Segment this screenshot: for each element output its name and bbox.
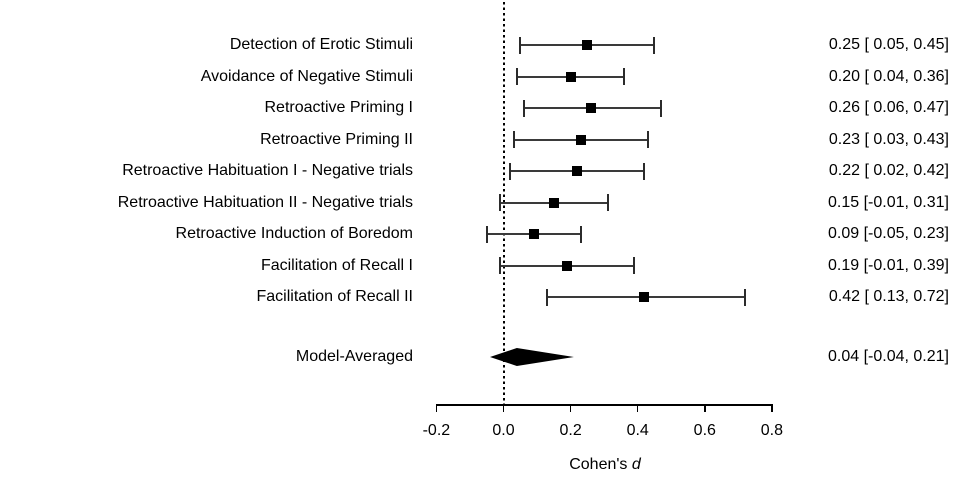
study-label: Facilitation of Recall I [260,256,413,274]
estimate-annotation: 0.26 [ 0.06, 0.47] [828,99,949,116]
x-axis-tick-label: 0.0 [492,422,515,439]
study-label: Facilitation of Recall II [256,288,413,305]
point-estimate-marker [575,134,586,145]
point-estimate-marker [572,166,583,176]
ci-cap-left [485,225,488,243]
zero-reference-line [503,2,505,405]
estimate-annotation: 0.15 [-0.01, 0.31] [828,193,949,211]
x-axis-tick [704,405,706,412]
point-estimate-marker [528,229,539,239]
ci-cap-left [546,288,549,306]
study-label: Retroactive Priming I [264,99,414,116]
summary-diamond [490,347,574,366]
estimate-annotation: 0.20 [ 0.04, 0.36] [828,67,949,85]
point-estimate-marker [582,40,593,50]
ci-cap-right [646,131,649,148]
x-axis-tick [636,405,639,412]
point-estimate-marker [585,103,596,113]
x-axis-title: Cohen's d [525,455,685,475]
ci-cap-left [515,68,518,85]
ci-cap-right [633,257,636,274]
x-axis-tick-label: -0.2 [422,422,451,439]
study-label: Retroactive Habituation II - Negative tr… [117,193,413,211]
x-axis-tick [569,405,572,412]
study-label: Retroactive Priming II [260,130,413,148]
x-axis-title-italic-d: d [631,456,641,473]
ci-cap-right [643,162,646,180]
point-estimate-marker [565,71,576,82]
x-axis-tick [502,405,505,412]
study-label: Detection of Erotic Stimuli [229,36,413,53]
x-axis-tick-label: 0.2 [559,422,582,439]
ci-cap-left [499,257,502,274]
ci-cap-right [623,68,626,85]
point-estimate-marker [639,292,650,302]
x-axis-title-text: Cohen's [569,456,632,473]
ci-cap-right [579,225,582,243]
study-label: Retroactive Induction of Boredom [175,225,413,242]
study-label: Retroactive Habituation I - Negative tri… [122,162,413,179]
ci-cap-left [522,99,525,117]
estimate-annotation: 0.25 [ 0.05, 0.45] [828,36,949,53]
ci-cap-right [660,99,663,117]
estimate-annotation: 0.22 [ 0.02, 0.42] [828,162,949,179]
x-axis-tick-label: 0.8 [760,422,784,439]
ci-cap-left [512,131,515,148]
ci-cap-right [653,36,656,54]
estimate-annotation: 0.09 [-0.05, 0.23] [828,225,949,242]
ci-cap-left [499,194,502,211]
x-axis-line [436,404,773,406]
point-estimate-marker [548,197,559,208]
x-axis-tick [435,405,438,412]
ci-cap-left [519,36,522,54]
x-axis-tick-label: 0.4 [626,422,649,439]
estimate-annotation: 0.42 [ 0.13, 0.72] [828,288,949,305]
point-estimate-marker [562,260,573,271]
ci-cap-left [509,162,512,180]
estimate-annotation: 0.23 [ 0.03, 0.43] [828,130,949,148]
x-axis-tick [771,405,773,412]
ci-cap-right [744,288,747,306]
estimate-annotation: 0.19 [-0.01, 0.39] [828,256,949,274]
summary-label: Model-Averaged [295,347,413,365]
x-axis-tick-label: 0.6 [693,422,716,439]
summary-annotation: 0.04 [-0.04, 0.21] [828,347,949,365]
ci-cap-right [606,194,609,211]
study-label: Avoidance of Negative Stimuli [200,67,413,85]
